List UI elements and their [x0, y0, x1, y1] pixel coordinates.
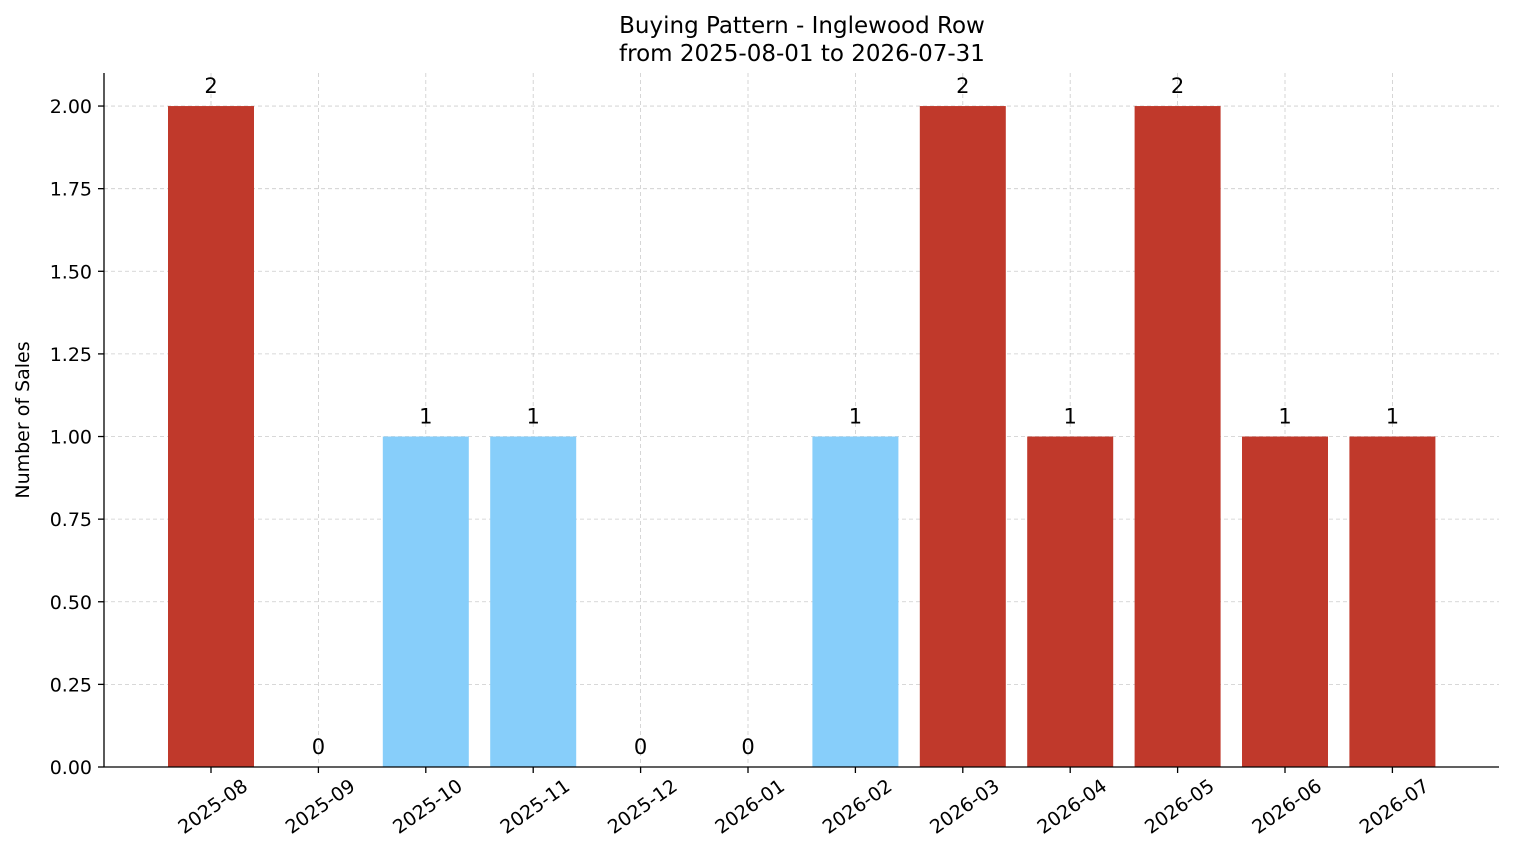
y-ticks: 0.00 0.25 0.50 0.75 1.00 1.25 1.50 1.75 2.00: [50, 96, 104, 779]
y-axis-label: Number of Sales: [12, 341, 34, 498]
x-tick-label: 2026-02: [819, 775, 897, 839]
y-tick-label: 0.75: [50, 509, 92, 531]
data-label: 1: [1386, 405, 1399, 429]
y-tick-label: 1.00: [50, 427, 92, 449]
data-label: 1: [1278, 405, 1291, 429]
bar-2026-03: [919, 106, 1006, 768]
x-tick-label: 2025-10: [389, 775, 467, 839]
x-tick-label: 2025-09: [282, 775, 360, 839]
bar-2026-02: [812, 436, 899, 767]
x-tick-label: 2026-01: [711, 775, 789, 839]
data-label: 1: [419, 405, 432, 429]
x-tick-label: 2026-06: [1248, 775, 1326, 839]
chart-title: Buying Pattern - Inglewood Row: [619, 13, 985, 39]
data-label: 1: [849, 405, 862, 429]
data-labels: 2 0 1 1 0 0 1 2 1 2 1 1: [204, 74, 1399, 759]
x-tick-label: 2026-03: [926, 775, 1004, 839]
y-tick-label: 1.50: [50, 261, 92, 283]
y-tick-label: 0.00: [50, 757, 92, 779]
bars: [168, 106, 1436, 768]
bar-2026-04: [1027, 436, 1114, 767]
bar-2025-11: [490, 436, 577, 767]
y-tick-label: 0.50: [50, 592, 92, 614]
data-label: 0: [634, 735, 647, 759]
bar-2025-08: [168, 106, 254, 768]
data-label: 0: [312, 735, 325, 759]
chart-subtitle: from 2025-08-01 to 2026-07-31: [619, 41, 985, 67]
bar-2026-05: [1134, 106, 1221, 768]
data-label: 1: [527, 405, 540, 429]
data-label: 2: [1171, 74, 1184, 98]
y-tick-label: 2.00: [50, 96, 92, 118]
bar-2025-10: [382, 436, 469, 767]
y-tick-label: 0.25: [50, 674, 92, 696]
y-tick-label: 1.75: [50, 179, 92, 201]
x-ticks: 2025-08 2025-09 2025-10 2025-11 2025-12 2026-…: [174, 767, 1433, 839]
data-label: 2: [204, 74, 217, 98]
x-tick-label: 2025-11: [496, 775, 574, 839]
x-tick-label: 2025-08: [174, 775, 252, 839]
bar-2026-06: [1242, 436, 1328, 767]
x-tick-label: 2026-05: [1141, 775, 1219, 839]
data-label: 1: [1064, 405, 1077, 429]
data-label: 0: [741, 735, 754, 759]
x-tick-label: 2026-07: [1356, 775, 1434, 839]
data-label: 2: [956, 74, 969, 98]
x-tick-label: 2025-12: [604, 775, 682, 839]
y-tick-label: 1.25: [50, 344, 92, 366]
bar-2026-07: [1349, 436, 1436, 767]
x-tick-label: 2026-04: [1033, 775, 1111, 839]
